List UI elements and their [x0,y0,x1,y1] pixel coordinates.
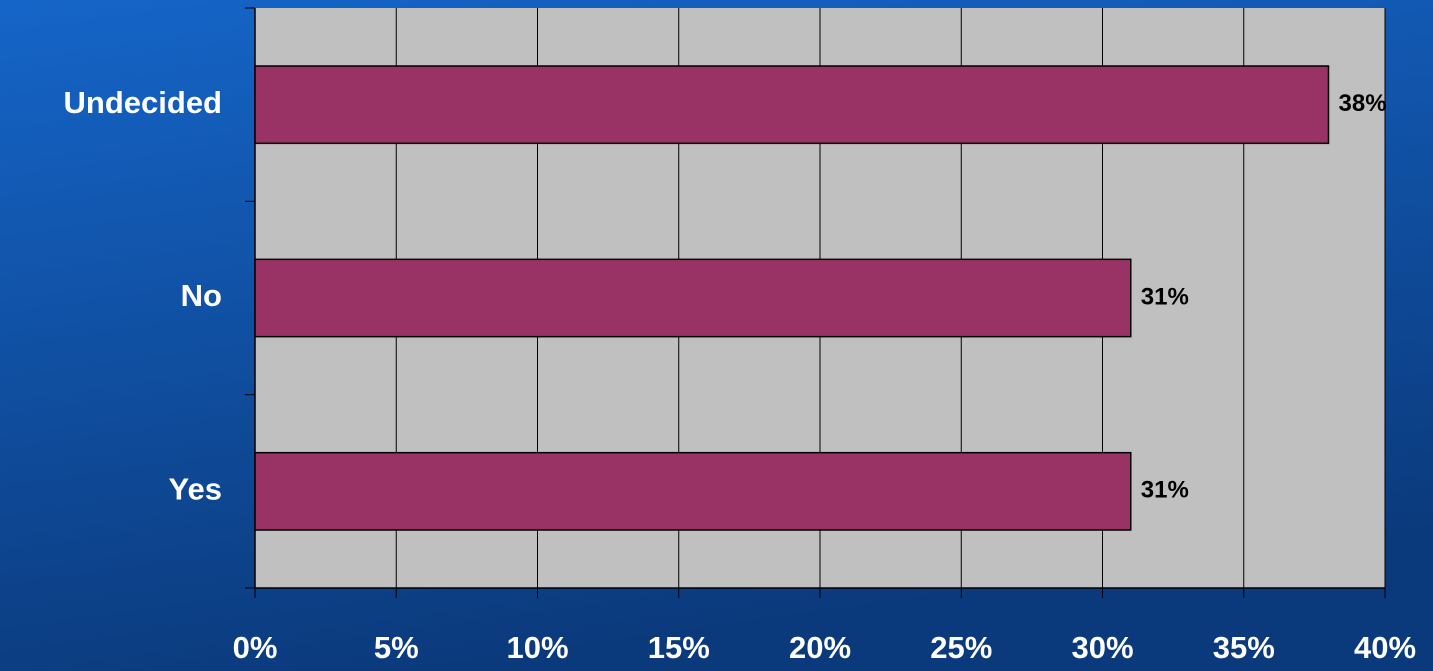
x-tick-label: 30% [1071,630,1133,665]
value-label: 31% [1141,283,1189,310]
x-tick-label: 25% [930,630,992,665]
x-tick-label: 10% [506,630,568,665]
bar [254,258,1132,338]
y-tick-label: No [181,278,222,313]
value-label: 38% [1339,90,1387,117]
y-tick-label: Undecided [64,85,222,120]
y-tick-label: Yes [169,472,222,507]
x-tick-label: 5% [374,630,419,665]
value-label: 31% [1141,477,1189,504]
x-tick-label: 0% [233,630,278,665]
x-tick-label: 20% [789,630,851,665]
x-tick-label: 35% [1213,630,1275,665]
bar [254,65,1330,145]
x-tick-label: 40% [1354,630,1416,665]
bar [254,451,1132,531]
x-tick-label: 15% [648,630,710,665]
